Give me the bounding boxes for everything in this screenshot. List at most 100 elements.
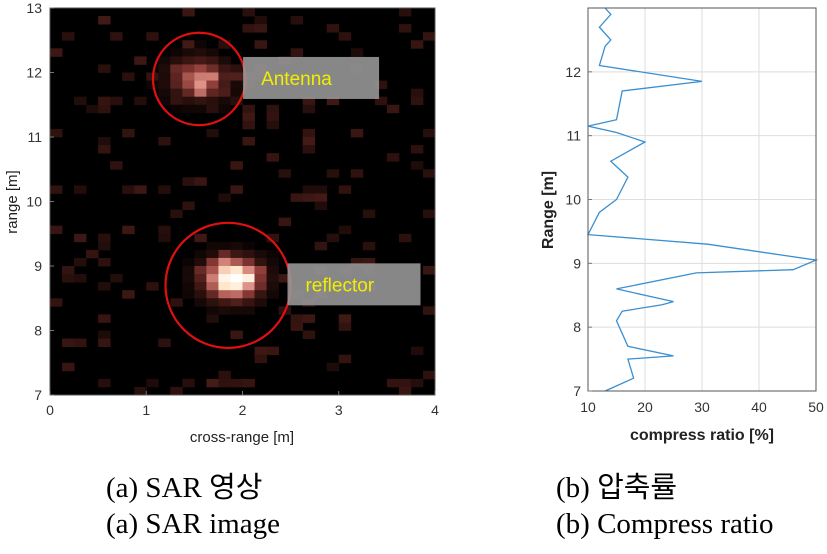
heatmap-cell [386,153,400,162]
heatmap-cell [74,257,87,267]
heatmap-cell [170,386,183,396]
heatmap-cell [206,378,219,388]
heatmap-cell [158,88,171,98]
heatmap-cell [122,225,135,235]
heatmap-cell [182,104,195,114]
heatmap-cell [410,346,424,356]
compress-ratio-panel: 10 20 30 40 50 7 8 9 10 11 12 compress ratio [%] R… [540,7,824,444]
heatmap-cell [98,241,111,251]
heatmap-cell [206,56,219,65]
heatmap-cell [326,24,340,33]
heatmap-cell [194,249,207,259]
heatmap-cell [218,96,231,106]
heatmap-cell [182,96,195,106]
annotation-label: Antenna [261,69,332,90]
heatmap-cell [194,40,207,49]
heatmap-cell [194,257,207,267]
heatmap-cell [218,241,231,251]
heatmap-cell [146,282,159,291]
heatmap-cell [242,266,255,275]
heatmap-cell [362,241,376,251]
heatmap-cell [170,104,183,114]
heatmap-cell [422,169,436,178]
heatmap-cell [266,346,279,356]
heatmap-cell [158,225,171,235]
heatmap-cell [230,290,243,299]
heatmap-cell [182,72,195,81]
heatmap-cell [182,290,195,299]
heatmap-cell [290,193,304,202]
heatmap-cell [194,282,207,291]
heatmap-cell [98,314,111,323]
heatmap-cell [50,48,63,57]
x-tick-label: 40 [751,399,767,415]
y-tick-label: 12 [26,65,42,81]
y-tick-label: 12 [565,64,581,80]
heatmap-cell [362,209,376,219]
heatmap-cell [398,24,412,33]
y-tick-label: 7 [573,383,581,399]
heatmap-cell [242,249,255,259]
heatmap-cell [98,104,111,114]
heatmap-cell [362,257,376,267]
heatmap-cell [326,233,340,243]
heatmap-cell [338,314,352,323]
heatmap-cell [146,378,159,388]
heatmap-cell [326,169,340,178]
y-tick-label: 8 [573,319,581,335]
heatmap-cell [350,257,364,267]
heatmap-cell [398,8,412,17]
heatmap-cell [422,306,436,315]
heatmap-cell [422,370,436,380]
ratio-series-line [586,7,819,392]
x-tick-label: 2 [239,402,247,418]
heatmap-cell [410,378,424,388]
caption-a-english: (a) SAR image [106,508,280,540]
x-tick-label: 4 [431,402,439,418]
heatmap-cell [398,378,412,388]
heatmap-cell [266,153,279,162]
heatmap-cell [230,185,243,194]
heatmap-cell [74,338,87,348]
heatmap-cell [230,306,243,315]
heatmap-cell [218,64,231,73]
heatmap-cell [158,80,171,90]
y-tick-label: 11 [27,129,42,145]
heatmap-cell [98,330,111,339]
heatmap-cell [98,257,111,267]
heatmap-cell [266,233,279,243]
heatmap-cell [338,322,352,331]
heatmap-cell [302,330,316,339]
heatmap-cell [290,322,304,331]
heatmap-cell [194,80,207,90]
heatmap-cell [86,104,99,114]
heatmap-cell [182,8,195,17]
sar-annotations: Antenna reflector [151,31,421,350]
heatmap-cell [230,241,243,251]
heatmap-cell [194,96,207,106]
heatmap-cell [242,24,255,33]
heatmap-cell [158,185,171,194]
heatmap-cell [170,64,183,73]
y-tick-label: 9 [573,255,581,271]
heatmap-cell [158,96,171,106]
heatmap-cell [74,96,87,106]
x-tick-label: 20 [637,399,653,415]
heatmap-cell [194,233,207,243]
heatmap-cell [170,72,183,81]
sar-heatmap [50,8,436,396]
heatmap-cell [158,137,171,146]
heatmap-cell [218,290,231,299]
heatmap-cell [110,96,123,106]
heatmap-cell [206,298,219,307]
heatmap-cell [98,233,111,243]
heatmap-cell [230,298,243,307]
heatmap-cell [110,32,123,41]
heatmap-cell [206,64,219,73]
heatmap-cell [266,257,279,267]
heatmap-cell [350,128,364,138]
heatmap-cell [206,290,219,299]
heatmap-cell [158,72,171,81]
heatmap-cell [218,257,231,267]
